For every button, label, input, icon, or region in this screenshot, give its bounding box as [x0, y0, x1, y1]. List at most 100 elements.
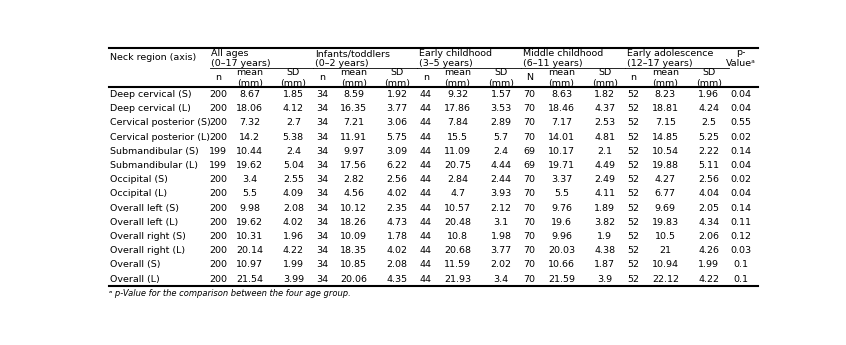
Text: 52: 52 [628, 175, 640, 184]
Text: 2.56: 2.56 [698, 175, 719, 184]
Text: SD
(mm): SD (mm) [695, 68, 722, 88]
Text: 0.1: 0.1 [733, 275, 749, 284]
Text: 4.56: 4.56 [343, 189, 365, 198]
Text: 20.14: 20.14 [236, 246, 263, 255]
Text: 3.06: 3.06 [387, 118, 408, 127]
Text: 2.02: 2.02 [491, 260, 512, 269]
Text: 200: 200 [209, 275, 227, 284]
Text: 200: 200 [209, 175, 227, 184]
Text: 34: 34 [316, 189, 328, 198]
Text: 4.35: 4.35 [387, 275, 408, 284]
Text: 19.6: 19.6 [551, 218, 572, 227]
Text: 34: 34 [316, 147, 328, 156]
Text: 200: 200 [209, 104, 227, 113]
Text: 44: 44 [420, 104, 431, 113]
Text: 19.83: 19.83 [651, 218, 678, 227]
Text: 44: 44 [420, 161, 431, 170]
Text: 2.82: 2.82 [343, 175, 365, 184]
Text: 200: 200 [209, 189, 227, 198]
Text: 34: 34 [316, 260, 328, 269]
Text: 14.2: 14.2 [239, 132, 261, 141]
Text: 4.02: 4.02 [387, 246, 408, 255]
Text: 34: 34 [316, 218, 328, 227]
Text: 4.26: 4.26 [698, 246, 719, 255]
Text: SD
(mm): SD (mm) [592, 68, 618, 88]
Text: 3.4: 3.4 [242, 175, 257, 184]
Text: Overall right (L): Overall right (L) [110, 246, 185, 255]
Text: 2.4: 2.4 [493, 147, 508, 156]
Text: Overall left (S): Overall left (S) [110, 204, 179, 213]
Text: Overall right (S): Overall right (S) [110, 232, 186, 241]
Text: 1.85: 1.85 [283, 90, 304, 99]
Text: 44: 44 [420, 275, 431, 284]
Text: 52: 52 [628, 118, 640, 127]
Text: 0.04: 0.04 [731, 90, 752, 99]
Text: 2.12: 2.12 [491, 204, 512, 213]
Text: 20.48: 20.48 [444, 218, 471, 227]
Text: 10.17: 10.17 [548, 147, 575, 156]
Text: 200: 200 [209, 246, 227, 255]
Text: 10.44: 10.44 [236, 147, 263, 156]
Text: 34: 34 [316, 246, 328, 255]
Text: 1.99: 1.99 [283, 260, 304, 269]
Text: 44: 44 [420, 118, 431, 127]
Text: 4.7: 4.7 [450, 189, 465, 198]
Text: 44: 44 [420, 204, 431, 213]
Text: 4.22: 4.22 [283, 246, 304, 255]
Text: 2.89: 2.89 [491, 118, 512, 127]
Text: 4.73: 4.73 [387, 218, 408, 227]
Text: SD
(mm): SD (mm) [384, 68, 410, 88]
Text: 17.86: 17.86 [444, 104, 471, 113]
Text: Infants/toddlers
(0–2 years): Infants/toddlers (0–2 years) [315, 49, 390, 69]
Text: 34: 34 [316, 90, 328, 99]
Text: 34: 34 [316, 161, 328, 170]
Text: 4.37: 4.37 [594, 104, 615, 113]
Text: 0.1: 0.1 [733, 260, 749, 269]
Text: mean
(mm): mean (mm) [548, 68, 575, 88]
Text: 5.25: 5.25 [698, 132, 719, 141]
Text: 1.92: 1.92 [387, 90, 408, 99]
Text: 52: 52 [628, 218, 640, 227]
Text: 21.93: 21.93 [444, 275, 471, 284]
Text: 4.38: 4.38 [594, 246, 615, 255]
Text: 10.94: 10.94 [651, 260, 678, 269]
Text: 9.97: 9.97 [343, 147, 365, 156]
Text: 5.7: 5.7 [493, 132, 508, 141]
Text: 200: 200 [209, 132, 227, 141]
Text: 6.22: 6.22 [387, 161, 408, 170]
Text: 17.56: 17.56 [340, 161, 367, 170]
Text: 18.06: 18.06 [236, 104, 263, 113]
Text: 2.55: 2.55 [283, 175, 304, 184]
Text: 7.15: 7.15 [655, 118, 676, 127]
Text: 2.5: 2.5 [701, 118, 717, 127]
Text: 4.12: 4.12 [283, 104, 304, 113]
Text: 70: 70 [524, 118, 536, 127]
Text: 34: 34 [316, 132, 328, 141]
Text: 19.62: 19.62 [236, 218, 263, 227]
Text: 21.54: 21.54 [236, 275, 263, 284]
Text: 70: 70 [524, 175, 536, 184]
Text: ᵃ p-Value for the comparison between the four age group.: ᵃ p-Value for the comparison between the… [109, 289, 350, 298]
Text: 4.02: 4.02 [387, 189, 408, 198]
Text: 52: 52 [628, 275, 640, 284]
Text: 200: 200 [209, 204, 227, 213]
Text: 70: 70 [524, 132, 536, 141]
Text: 18.81: 18.81 [651, 104, 678, 113]
Text: 10.85: 10.85 [340, 260, 367, 269]
Text: 0.04: 0.04 [731, 161, 752, 170]
Text: 52: 52 [628, 189, 640, 198]
Text: 44: 44 [420, 218, 431, 227]
Text: Overall (S): Overall (S) [110, 260, 161, 269]
Text: 34: 34 [316, 104, 328, 113]
Text: 15.5: 15.5 [447, 132, 468, 141]
Text: SD
(mm): SD (mm) [280, 68, 306, 88]
Text: 2.7: 2.7 [286, 118, 301, 127]
Text: 4.34: 4.34 [698, 218, 719, 227]
Text: 4.27: 4.27 [655, 175, 676, 184]
Text: 199: 199 [209, 161, 227, 170]
Text: 19.71: 19.71 [548, 161, 575, 170]
Text: 200: 200 [209, 118, 227, 127]
Text: 7.21: 7.21 [343, 118, 365, 127]
Text: 3.09: 3.09 [387, 147, 408, 156]
Text: Early childhood
(3–5 years): Early childhood (3–5 years) [419, 49, 492, 69]
